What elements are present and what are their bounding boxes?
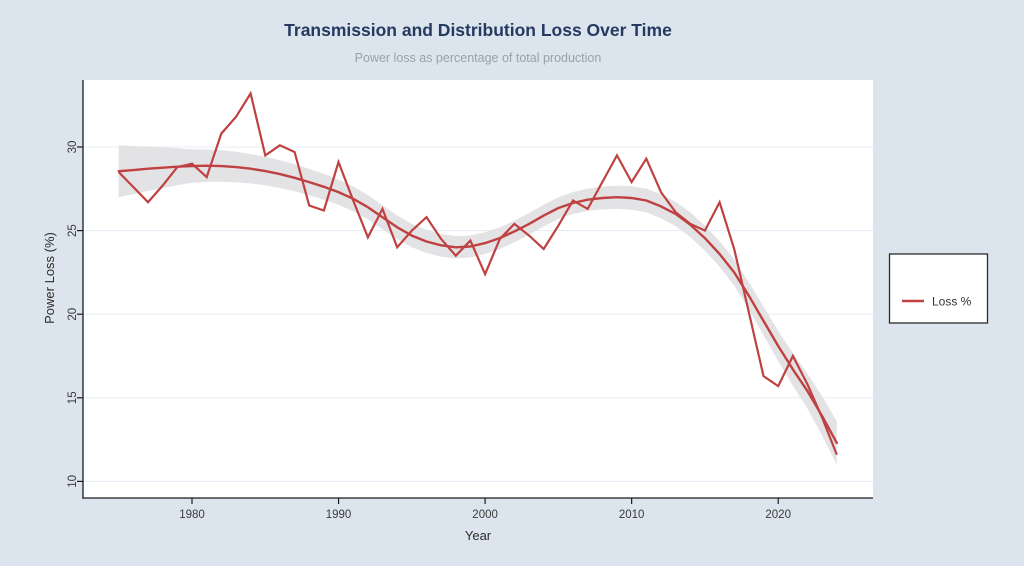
y-tick-label: 20 [67, 308, 79, 321]
y-tick-group: 10 15 20 25 30 [67, 141, 83, 488]
y-tick-label: 15 [67, 391, 79, 404]
x-tick-group: 1980 1990 2000 2010 2020 [179, 498, 791, 521]
confidence-band-area [118, 145, 837, 465]
gridlines [83, 146, 873, 482]
x-tick-label: 1980 [179, 509, 205, 521]
confidence-band [118, 145, 837, 465]
x-axis-title: Year [465, 528, 492, 543]
x-tick-label: 2000 [472, 509, 498, 521]
y-tick-label: 10 [67, 475, 79, 488]
legend-box [888, 253, 989, 324]
series-lines [117, 90, 838, 456]
lowess-line [117, 164, 838, 445]
legend: Loss % [888, 253, 989, 324]
y-tick-label: 25 [67, 224, 79, 237]
x-tick-label: 2010 [619, 509, 645, 521]
data-line [117, 90, 838, 456]
x-tick-label: 2020 [765, 509, 791, 521]
plot-area [83, 80, 873, 498]
chart-title: Transmission and Distribution Loss Over … [284, 20, 672, 40]
legend-label: Loss % [932, 295, 972, 309]
y-tick-label: 30 [67, 141, 79, 154]
y-axis-title: Power Loss (%) [42, 232, 57, 324]
x-tick-label: 1990 [326, 509, 352, 521]
chart-subtitle: Power loss as percentage of total produc… [355, 51, 602, 65]
